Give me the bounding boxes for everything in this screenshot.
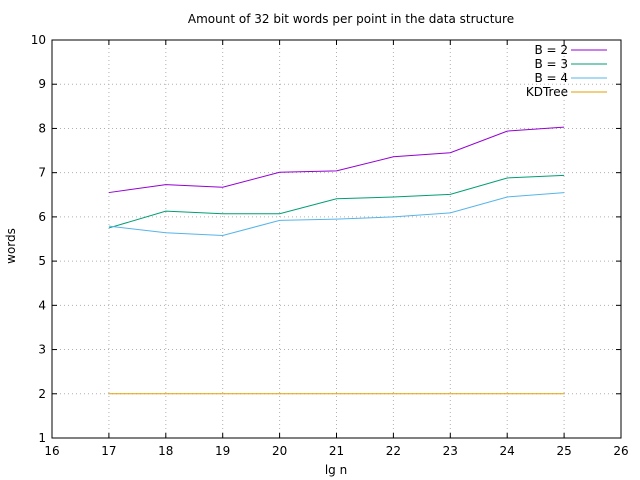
legend-label: B = 4 bbox=[534, 71, 568, 85]
y-axis-title: words bbox=[4, 228, 18, 264]
series-line-1 bbox=[108, 126, 565, 194]
y-tick-label: 4 bbox=[38, 298, 46, 312]
x-tick-label: 25 bbox=[556, 444, 571, 458]
series-line-3 bbox=[108, 192, 565, 236]
x-tick-label: 22 bbox=[386, 444, 401, 458]
y-tick-label: 3 bbox=[38, 343, 46, 357]
y-tick-label: 8 bbox=[38, 121, 46, 135]
y-tick-label: 1 bbox=[38, 431, 46, 445]
x-tick-label: 20 bbox=[272, 444, 287, 458]
y-tick-label: 9 bbox=[38, 77, 46, 91]
grid bbox=[52, 40, 621, 438]
x-tick-label: 26 bbox=[613, 444, 628, 458]
legend-label: B = 3 bbox=[534, 57, 568, 71]
series-lines bbox=[108, 126, 565, 395]
x-tick-label: 19 bbox=[215, 444, 230, 458]
series-line-2 bbox=[108, 174, 565, 229]
y-tick-label: 5 bbox=[38, 254, 46, 268]
y-tick-label: 2 bbox=[38, 387, 46, 401]
y-tick-label: 7 bbox=[38, 166, 46, 180]
y-tick-label: 10 bbox=[31, 33, 46, 47]
x-tick-label: 23 bbox=[443, 444, 458, 458]
x-tick-label: 17 bbox=[101, 444, 116, 458]
x-tick-label: 16 bbox=[44, 444, 59, 458]
legend-label: KDTree bbox=[526, 85, 568, 99]
x-tick-label: 24 bbox=[500, 444, 515, 458]
y-tick-label: 6 bbox=[38, 210, 46, 224]
x-tick-label: 18 bbox=[158, 444, 173, 458]
x-tick-label: 21 bbox=[329, 444, 344, 458]
plot-frame bbox=[51, 39, 622, 439]
x-axis-title: lg n bbox=[325, 463, 347, 477]
legend-label: B = 2 bbox=[534, 43, 568, 57]
chart-title: Amount of 32 bit words per point in the … bbox=[188, 12, 514, 26]
